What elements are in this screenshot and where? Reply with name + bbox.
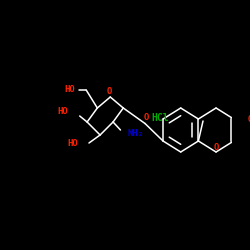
Text: HO: HO <box>67 138 78 147</box>
Text: O: O <box>107 88 112 96</box>
Text: O: O <box>143 113 149 122</box>
Text: O: O <box>213 144 219 152</box>
Text: NH₂: NH₂ <box>128 130 144 138</box>
Text: HO: HO <box>58 108 68 116</box>
Text: HO: HO <box>64 86 75 94</box>
Text: HCl: HCl <box>151 113 169 123</box>
Text: O: O <box>248 114 250 124</box>
